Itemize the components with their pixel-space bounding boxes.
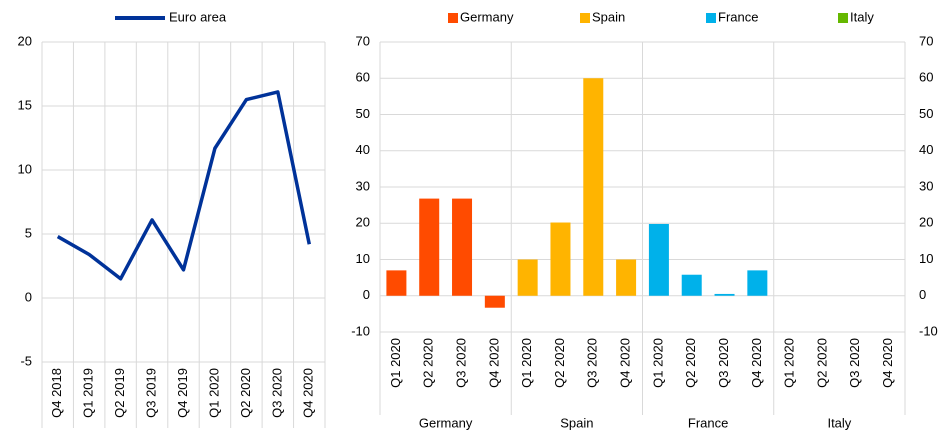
x-tick-label: Q3 2020	[453, 338, 468, 388]
legend-swatch	[706, 13, 716, 23]
x-tick-label: Q2 2020	[421, 338, 436, 388]
legend-swatch	[580, 13, 590, 23]
x-tick-label: Q2 2020	[683, 338, 698, 388]
group-label: Germany	[419, 415, 473, 430]
y-tick-label: -5	[20, 353, 32, 368]
x-tick-label: Q2 2019	[112, 368, 127, 418]
y-tick-label: 50	[356, 106, 370, 121]
x-tick-label: Q2 2020	[552, 338, 567, 388]
x-tick-label: Q1 2019	[81, 368, 96, 418]
y2-tick-label: 20	[919, 215, 933, 230]
y-tick-label: -10	[351, 323, 370, 338]
y-tick-label: 60	[356, 70, 370, 85]
y2-tick-label: 50	[919, 106, 933, 121]
y-tick-label: 0	[25, 289, 32, 304]
bar	[714, 293, 735, 296]
x-tick-label: Q3 2020	[269, 368, 284, 418]
y-tick-label: 70	[356, 33, 370, 48]
y-tick-label: 0	[363, 287, 370, 302]
legend-label: Italy	[850, 9, 874, 24]
x-tick-label: Q3 2020	[585, 338, 600, 388]
x-tick-label: Q2 2020	[814, 338, 829, 388]
bar	[583, 78, 604, 296]
y2-tick-label: -10	[919, 323, 938, 338]
legend-label: Germany	[460, 9, 514, 24]
y2-tick-label: 70	[919, 33, 933, 48]
x-tick-label: Q1 2020	[782, 338, 797, 388]
x-tick-label: Q1 2020	[650, 338, 665, 388]
y2-tick-label: 10	[919, 251, 933, 266]
x-tick-label: Q3 2020	[847, 338, 862, 388]
y-tick-label: 5	[25, 225, 32, 240]
bar	[484, 295, 505, 308]
bar	[747, 270, 768, 296]
y-tick-label: 15	[18, 97, 32, 112]
bar	[452, 198, 473, 296]
bar	[648, 223, 669, 296]
legend-swatch	[838, 13, 848, 23]
y2-tick-label: 0	[919, 287, 926, 302]
bar	[616, 259, 637, 296]
group-label: France	[688, 415, 728, 430]
x-tick-label: Q4 2020	[301, 368, 316, 418]
legend-label: France	[718, 9, 758, 24]
y-tick-label: 10	[356, 251, 370, 266]
bar	[517, 259, 538, 296]
group-label: Spain	[560, 415, 593, 430]
x-tick-label: Q3 2019	[143, 368, 158, 418]
x-tick-label: Q1 2020	[388, 338, 403, 388]
y2-tick-label: 60	[919, 70, 933, 85]
x-tick-label: Q4 2020	[880, 338, 895, 388]
group-label: Italy	[827, 415, 851, 430]
x-tick-label: Q4 2020	[486, 338, 501, 388]
x-tick-label: Q1 2020	[519, 338, 534, 388]
x-tick-label: Q2 2020	[238, 368, 253, 418]
legend-swatch	[448, 13, 458, 23]
x-tick-label: Q1 2020	[206, 368, 221, 418]
x-tick-label: Q4 2018	[49, 368, 64, 418]
bar	[550, 222, 571, 296]
y2-tick-label: 40	[919, 142, 933, 157]
legend-label: Euro area	[169, 9, 227, 24]
x-tick-label: Q4 2020	[749, 338, 764, 388]
x-tick-label: Q4 2020	[618, 338, 633, 388]
y-tick-label: 10	[18, 161, 32, 176]
bar	[681, 274, 702, 296]
bar	[386, 270, 407, 296]
y-tick-label: 20	[356, 215, 370, 230]
data-line	[56, 90, 311, 281]
y-tick-label: 20	[18, 33, 32, 48]
y-tick-label: 30	[356, 178, 370, 193]
x-tick-label: Q3 2020	[716, 338, 731, 388]
bar	[419, 198, 440, 296]
legend-label: Spain	[592, 9, 625, 24]
y-tick-label: 40	[356, 142, 370, 157]
x-tick-label: Q4 2019	[175, 368, 190, 418]
y2-tick-label: 30	[919, 178, 933, 193]
